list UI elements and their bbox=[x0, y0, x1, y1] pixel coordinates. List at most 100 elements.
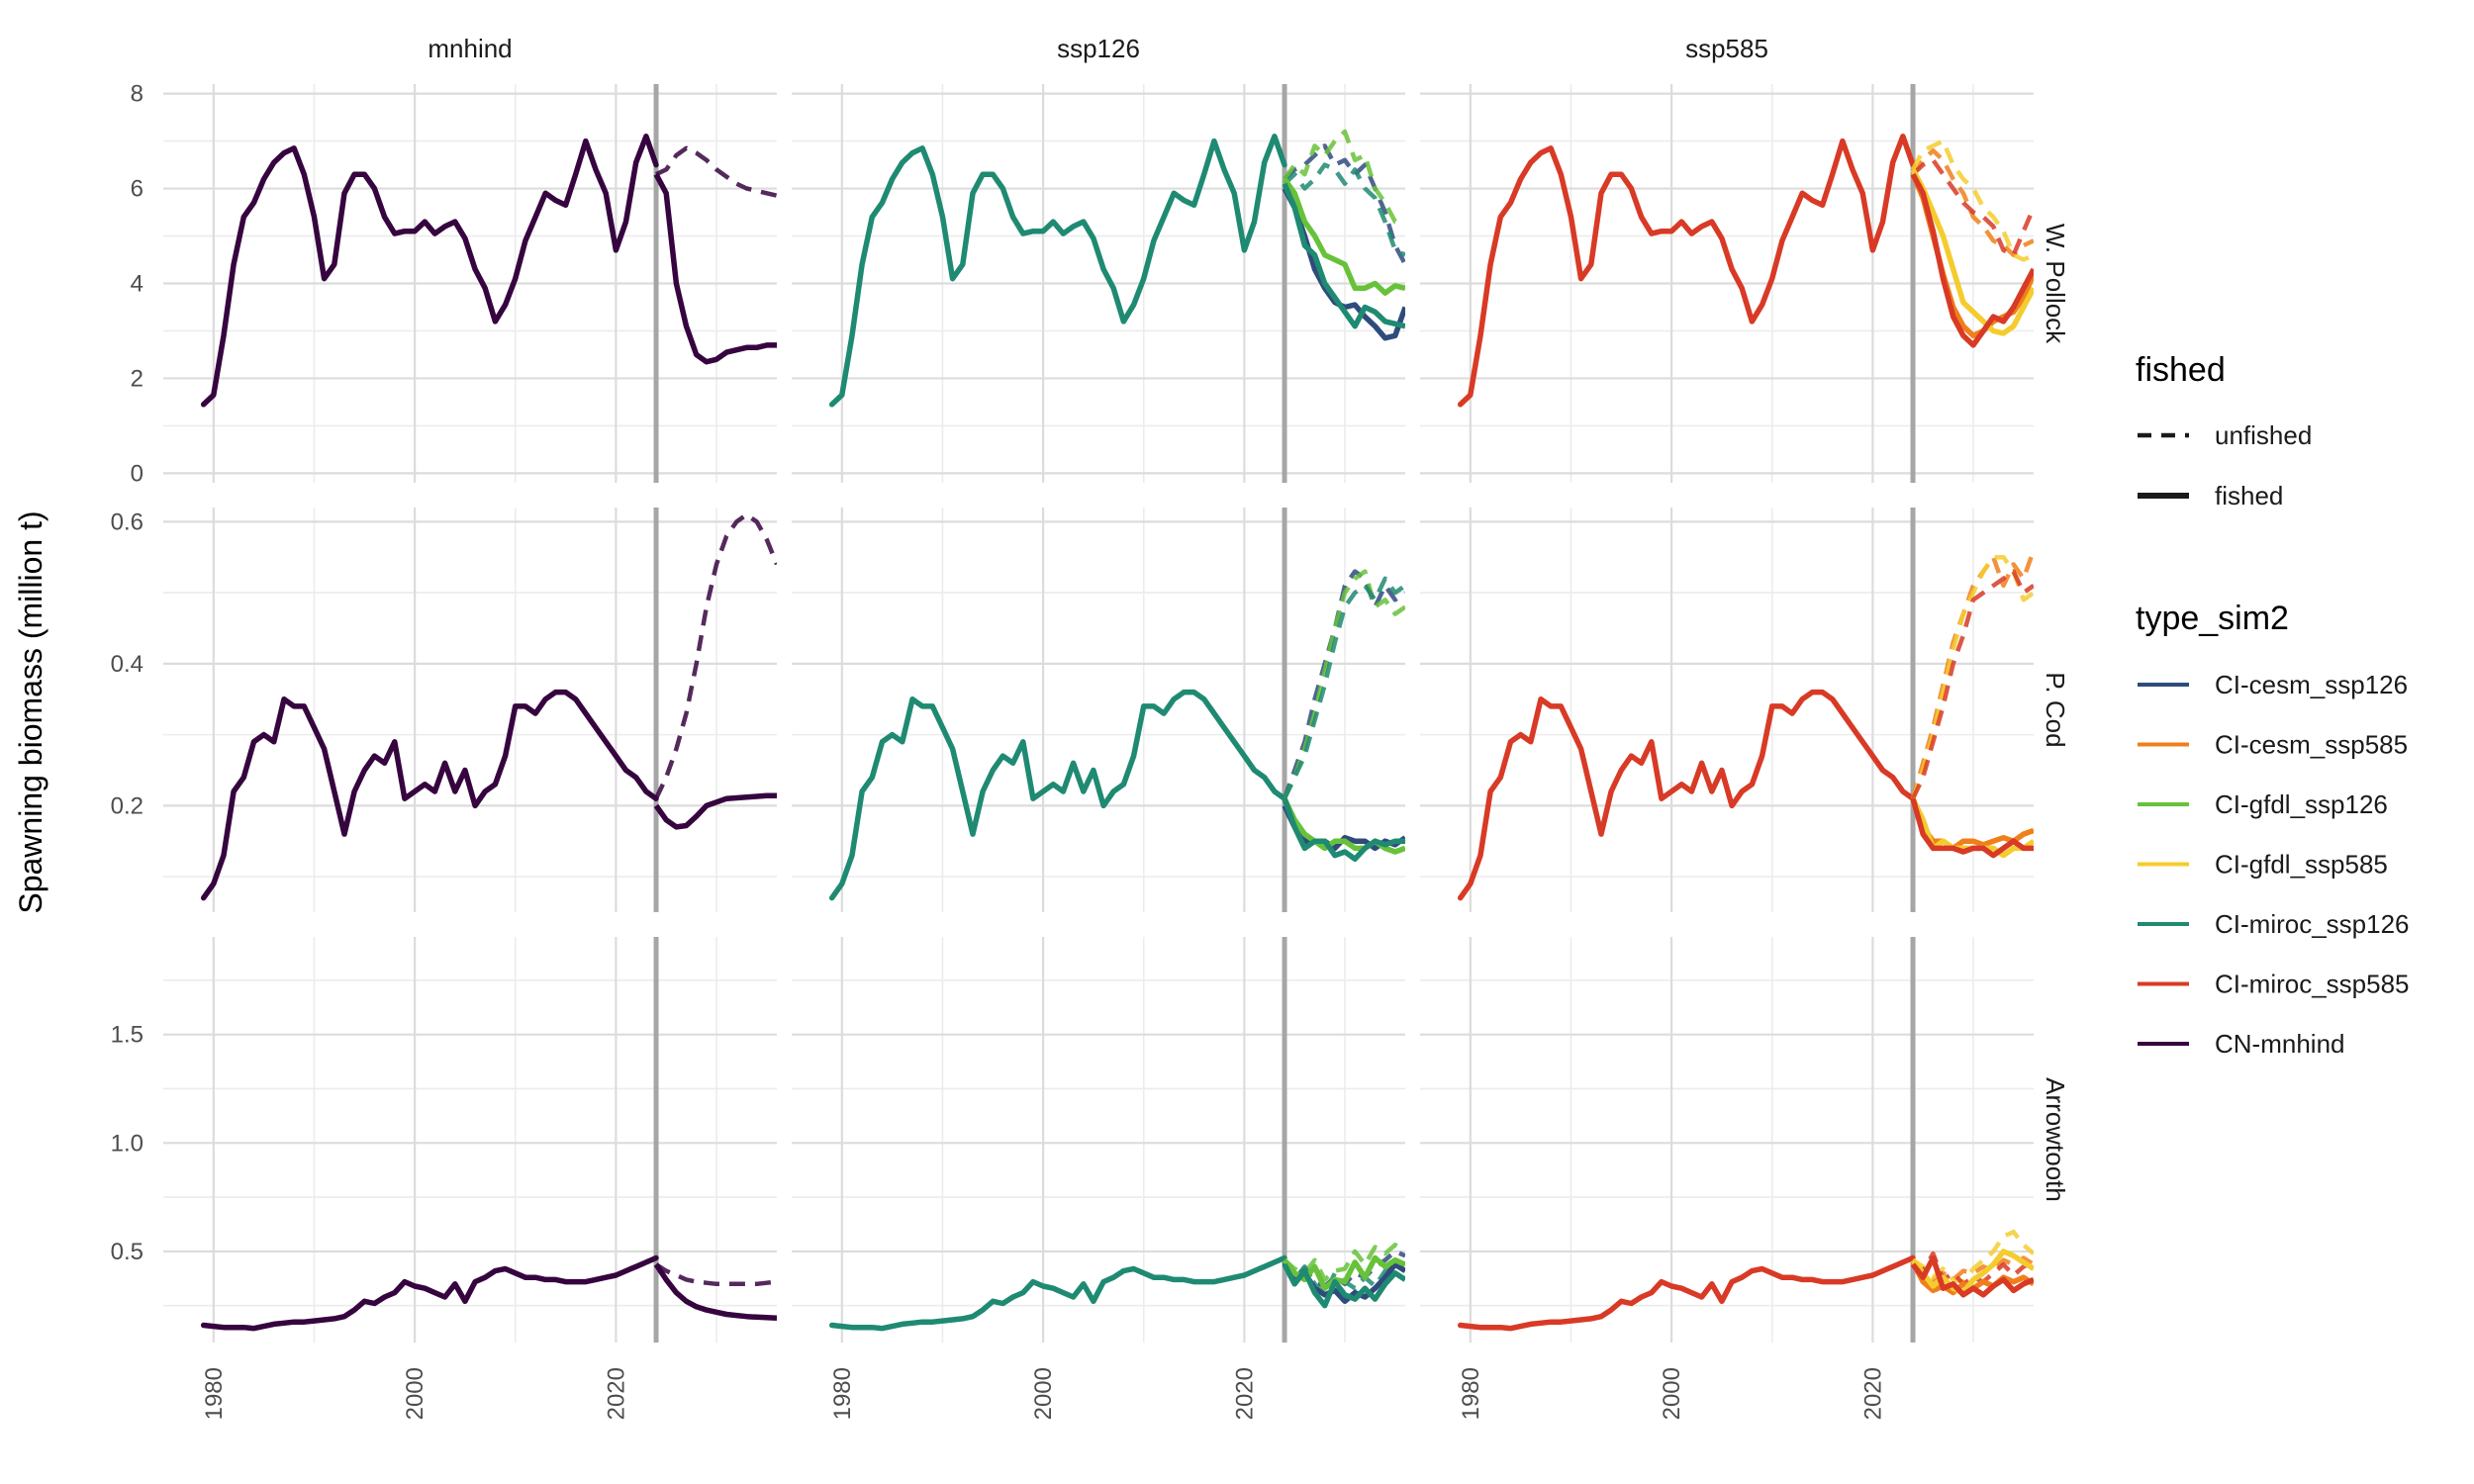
legend-label-CI-gfdl_ssp585: CI-gfdl_ssp585 bbox=[2215, 850, 2388, 880]
series-line-historical bbox=[200, 689, 659, 901]
series-group bbox=[828, 1243, 1405, 1332]
x-tick-label: 2020 bbox=[1859, 1367, 1886, 1420]
series-group bbox=[200, 1254, 777, 1332]
series-line-CI-gfdl_ssp126-fished bbox=[1282, 1254, 1405, 1291]
series-line-CI-gfdl_ssp585-unfished bbox=[1911, 139, 2034, 262]
series-line-CN-mnhind-unfished bbox=[655, 145, 777, 198]
series-line-historical bbox=[200, 134, 659, 408]
y-tick-label: 0.5 bbox=[111, 1239, 143, 1265]
series-group bbox=[1457, 134, 2034, 408]
series-line-CI-miroc_ssp585-fished bbox=[1910, 1254, 2034, 1298]
vline-layer bbox=[653, 84, 1916, 1343]
y-tick-label: 1.5 bbox=[111, 1022, 143, 1049]
grid-layer bbox=[163, 84, 2034, 1343]
legend-label-CI-cesm_ssp585: CI-cesm_ssp585 bbox=[2215, 730, 2408, 760]
series-line-CI-gfdl_ssp126-unfished bbox=[1283, 1243, 1405, 1282]
series-group bbox=[828, 129, 1405, 408]
series-line-CI-gfdl_ssp126-unfished bbox=[1283, 129, 1405, 225]
legend-label-fished: fished bbox=[2215, 481, 2283, 510]
panel-ssp585-pollock bbox=[1420, 84, 2034, 483]
facet-strip-ssp126: ssp126 bbox=[1057, 34, 1140, 63]
x-tick-label: 2000 bbox=[1659, 1367, 1685, 1420]
y-tick-label: 1.0 bbox=[111, 1130, 143, 1157]
series-group bbox=[1457, 1229, 2034, 1332]
series-group bbox=[828, 569, 1405, 901]
legend-label-unfished: unfished bbox=[2215, 420, 2312, 450]
panel-ssp126-pollock bbox=[792, 84, 1405, 483]
series-line-CI-gfdl_ssp126-fished bbox=[1282, 797, 1405, 855]
legend-title-fished: fished bbox=[2136, 351, 2226, 389]
legend-label-CI-gfdl_ssp126: CI-gfdl_ssp126 bbox=[2215, 789, 2388, 819]
y-tick-label: 0.6 bbox=[111, 509, 143, 535]
y-axis-label: Spawning biomass (million t) bbox=[13, 510, 48, 913]
series-line-historical bbox=[828, 1254, 1287, 1332]
series-line-CN-mnhind-fished bbox=[653, 172, 777, 365]
x-tick-label: 2020 bbox=[603, 1367, 629, 1420]
x-tick-label: 1980 bbox=[829, 1367, 856, 1420]
x-tick-label: 1980 bbox=[201, 1367, 228, 1420]
legend-label-CI-miroc_ssp126: CI-miroc_ssp126 bbox=[2215, 909, 2410, 939]
legend-title-type: type_sim2 bbox=[2136, 600, 2289, 637]
series-group bbox=[200, 134, 777, 408]
series-line-CN-mnhind-unfished bbox=[653, 511, 777, 800]
series-line-CN-mnhind-fished bbox=[653, 792, 777, 830]
y-tick-label: 6 bbox=[131, 176, 143, 203]
series-line-CI-miroc_ssp126-unfished bbox=[1282, 576, 1405, 800]
series-line-historical bbox=[1457, 1254, 1916, 1332]
panel-ssp126-cod bbox=[792, 508, 1405, 912]
series-line-CI-miroc_ssp585-fished bbox=[1910, 172, 2034, 348]
facet-strip-row: Arrowtooth bbox=[2041, 1077, 2070, 1202]
series-line-CI-gfdl_ssp585-fished bbox=[1910, 1249, 2034, 1296]
legend-label-CN-mnhind: CN-mnhind bbox=[2215, 1029, 2345, 1059]
series-line-CI-gfdl_ssp585-unfished bbox=[1911, 1229, 2034, 1284]
series-line-CI-cesm_ssp126-fished bbox=[1282, 804, 1405, 852]
facet-strip-ssp585: ssp585 bbox=[1685, 34, 1768, 63]
series-line-CI-miroc_ssp585-unfished bbox=[1910, 569, 2034, 800]
legend: fished unfished fished type_sim2 CI-cesm_ssp… bbox=[2136, 351, 2410, 1059]
x-tick-label: 2000 bbox=[1030, 1367, 1057, 1420]
y-tick-label: 0.2 bbox=[111, 792, 143, 819]
series-layer bbox=[200, 129, 2034, 1332]
facet-strip-mnhind: mnhind bbox=[428, 34, 512, 63]
legend-label-CI-miroc_ssp585: CI-miroc_ssp585 bbox=[2215, 970, 2410, 999]
y-tick-label: 2 bbox=[131, 365, 143, 392]
series-line-historical bbox=[200, 1254, 659, 1332]
series-line-CI-miroc_ssp585-unfished bbox=[1911, 157, 2034, 257]
series-line-CN-mnhind-fished bbox=[653, 1262, 777, 1321]
series-line-CI-miroc_ssp126-fished bbox=[1282, 182, 1405, 329]
panel-mnhind-arrowtooth bbox=[163, 937, 777, 1343]
y-tick-label: 0.4 bbox=[111, 651, 143, 678]
y-tick-label: 0 bbox=[131, 460, 143, 487]
series-line-historical bbox=[1457, 134, 1916, 408]
facet-strip-row: P. Cod bbox=[2041, 672, 2070, 747]
series-line-CI-miroc_ssp126-unfished bbox=[1283, 162, 1405, 257]
series-line-CI-gfdl_ssp585-fished bbox=[1910, 168, 2034, 336]
series-line-CI-gfdl_ssp126-fished bbox=[1282, 177, 1405, 296]
series-line-CI-cesm_ssp585-unfished bbox=[1911, 147, 2034, 257]
panel-mnhind-cod bbox=[163, 508, 777, 912]
text-layer: mnhind 0 2 4 6 8 0.2 0.4 0.6 0.5 1.0 1.5 1980 2000 202… bbox=[111, 34, 2070, 1420]
series-line-CI-miroc_ssp585-fished bbox=[1910, 797, 2034, 859]
y-tick-label: 4 bbox=[131, 271, 143, 298]
series-group bbox=[1457, 549, 2034, 901]
series-line-CI-miroc_ssp126-fished bbox=[1282, 797, 1405, 862]
legend-label-CI-cesm_ssp126: CI-cesm_ssp126 bbox=[2215, 670, 2408, 699]
panel-ssp585-arrowtooth bbox=[1420, 937, 2034, 1343]
series-group bbox=[200, 511, 777, 901]
x-tick-label: 2020 bbox=[1231, 1367, 1258, 1420]
series-line-CI-miroc_ssp585-unfished bbox=[1911, 1251, 2034, 1287]
x-tick-label: 2000 bbox=[402, 1367, 428, 1420]
series-line-historical bbox=[828, 689, 1287, 901]
series-line-historical bbox=[828, 134, 1287, 408]
x-tick-label: 1980 bbox=[1458, 1367, 1484, 1420]
panel-ssp585-cod bbox=[1420, 508, 2034, 912]
panel-mnhind-pollock bbox=[163, 84, 777, 483]
facet-strip-row: W. Pollock bbox=[2041, 224, 2070, 344]
series-line-historical bbox=[1457, 689, 1916, 901]
y-tick-label: 8 bbox=[131, 81, 143, 108]
series-line-CI-miroc_ssp126-fished bbox=[1282, 1262, 1405, 1309]
panel-ssp126-arrowtooth bbox=[792, 937, 1405, 1343]
series-line-CN-mnhind-unfished bbox=[654, 1262, 777, 1287]
series-line-CI-cesm_ssp585-unfished bbox=[1910, 549, 2034, 799]
